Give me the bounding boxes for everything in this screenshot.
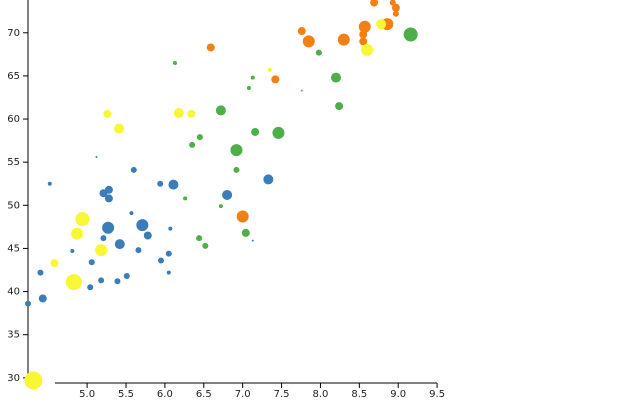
point	[157, 180, 164, 187]
point	[196, 235, 203, 242]
point	[114, 123, 124, 134]
point	[88, 259, 95, 266]
y-tick-label: 30	[7, 373, 20, 384]
point	[104, 185, 113, 194]
point	[376, 19, 387, 30]
point	[196, 134, 203, 141]
point	[136, 219, 149, 232]
point	[75, 212, 90, 227]
x-tick-label: 9.0	[390, 389, 406, 400]
point	[230, 144, 243, 157]
point	[158, 257, 164, 264]
point	[300, 89, 303, 92]
point	[215, 105, 226, 116]
point	[272, 126, 285, 139]
point	[335, 102, 344, 111]
point	[297, 27, 306, 36]
point	[130, 166, 137, 173]
point	[87, 284, 94, 291]
point	[202, 242, 209, 249]
point	[143, 231, 152, 240]
x-tick-label: 7.5	[274, 389, 290, 400]
point	[38, 294, 47, 303]
point	[98, 277, 105, 284]
point	[50, 259, 59, 268]
point	[114, 239, 125, 250]
point	[168, 179, 179, 190]
point	[236, 210, 249, 223]
point	[358, 20, 371, 33]
point	[267, 67, 272, 72]
point	[392, 10, 399, 17]
point	[250, 75, 255, 80]
point	[246, 85, 251, 90]
point	[24, 371, 43, 390]
y-tick-label: 35	[7, 330, 20, 341]
point	[302, 35, 315, 48]
y-tick-label: 40	[7, 287, 20, 298]
point	[47, 181, 52, 186]
point	[403, 27, 418, 42]
point	[331, 72, 341, 83]
point	[102, 221, 115, 234]
point	[114, 278, 121, 285]
point	[315, 49, 322, 56]
point	[263, 174, 274, 185]
point	[168, 226, 173, 231]
point	[173, 60, 177, 65]
point	[65, 274, 82, 291]
point	[206, 43, 215, 52]
y-tick-label: 65	[7, 71, 20, 82]
point	[95, 155, 98, 158]
point	[123, 273, 130, 280]
point	[25, 300, 31, 307]
point	[361, 44, 374, 57]
point	[95, 244, 108, 257]
point	[251, 127, 260, 136]
point	[359, 37, 368, 46]
point	[165, 250, 172, 257]
point	[189, 141, 196, 148]
point	[71, 227, 83, 240]
point	[233, 166, 240, 173]
x-tick-label: 6.0	[157, 389, 173, 400]
point	[187, 109, 196, 118]
point	[135, 247, 142, 254]
point	[173, 108, 184, 119]
point	[370, 0, 379, 7]
x-tick-label: 7.0	[235, 389, 251, 400]
point	[241, 228, 250, 237]
point	[183, 196, 188, 201]
x-tick-label: 5.5	[118, 389, 134, 400]
point	[100, 235, 107, 242]
point	[222, 189, 233, 200]
point	[129, 211, 134, 216]
x-tick-label: 5.0	[79, 389, 95, 400]
x-tick-label: 6.5	[196, 389, 212, 400]
point	[251, 239, 254, 242]
point	[391, 3, 400, 12]
x-tick-label: 8.5	[351, 389, 367, 400]
point	[37, 269, 44, 276]
point	[103, 109, 112, 118]
y-tick-label: 50	[7, 200, 20, 211]
point	[166, 270, 171, 275]
y-tick-label: 45	[7, 243, 20, 254]
y-tick-label: 55	[7, 157, 20, 168]
point	[70, 249, 75, 254]
y-tick-label: 60	[7, 114, 20, 125]
point	[218, 204, 223, 209]
y-tick-label: 70	[7, 28, 20, 39]
point	[337, 33, 350, 46]
x-tick-label: 8.0	[312, 389, 328, 400]
point	[271, 75, 280, 84]
point	[104, 194, 113, 203]
x-tick-label: 9.5	[429, 389, 445, 400]
